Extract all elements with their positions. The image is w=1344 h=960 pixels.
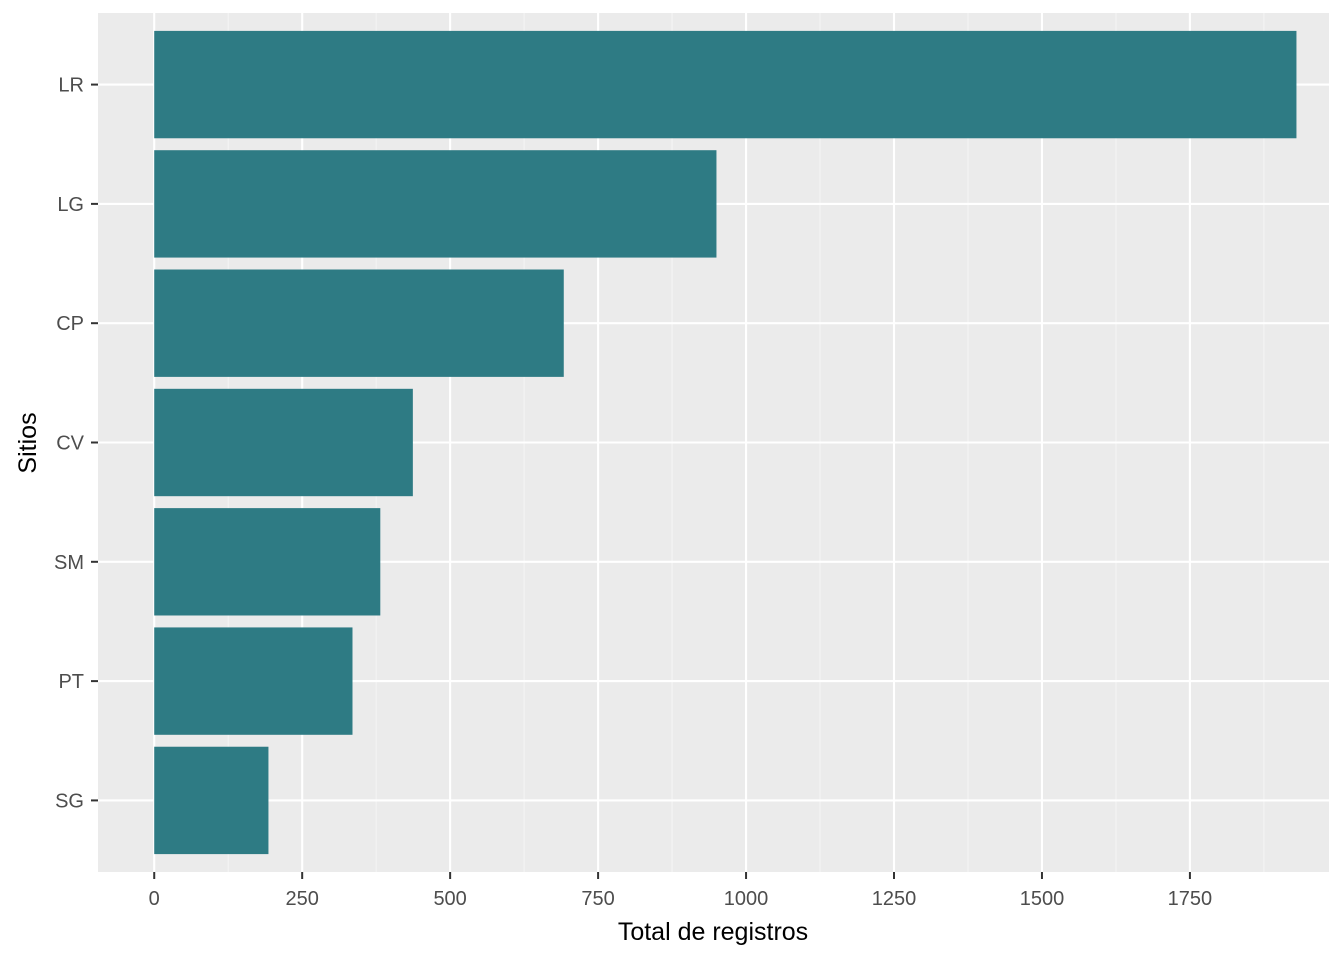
x-tick-label: 750: [581, 888, 614, 910]
bar-lg: [154, 150, 717, 258]
bars: [154, 30, 1297, 855]
y-axis-title: Sitios: [14, 412, 42, 473]
y-tick-label: SG: [55, 790, 84, 812]
y-tick-label: LR: [58, 75, 84, 97]
bar-pt: [154, 627, 353, 735]
bar-cv: [154, 388, 413, 497]
x-tick-label: 1000: [724, 888, 769, 910]
y-axis: LR LG CP CV SM PT SG: [54, 75, 98, 812]
x-tick-label: 1750: [1168, 888, 1213, 910]
y-tick-label: CV: [56, 433, 84, 455]
bar-lr: [154, 30, 1297, 139]
bar-sg: [154, 746, 269, 855]
bar-sm: [154, 508, 381, 616]
bar-cp: [154, 269, 564, 377]
x-tick-label: 1250: [872, 888, 917, 910]
x-tick-label: 0: [149, 888, 160, 910]
x-tick-label: 500: [433, 888, 466, 910]
y-tick-label: PT: [58, 671, 84, 693]
x-tick-label: 1500: [1020, 888, 1065, 910]
y-tick-label: SM: [54, 552, 84, 574]
y-tick-label: LG: [57, 194, 84, 216]
x-tick-label: 250: [285, 888, 318, 910]
x-axis-title: Total de registros: [618, 918, 808, 946]
x-axis: 0 250 500 750 1000 1250 1500 1750: [149, 872, 1213, 910]
y-tick-label: CP: [56, 313, 84, 335]
